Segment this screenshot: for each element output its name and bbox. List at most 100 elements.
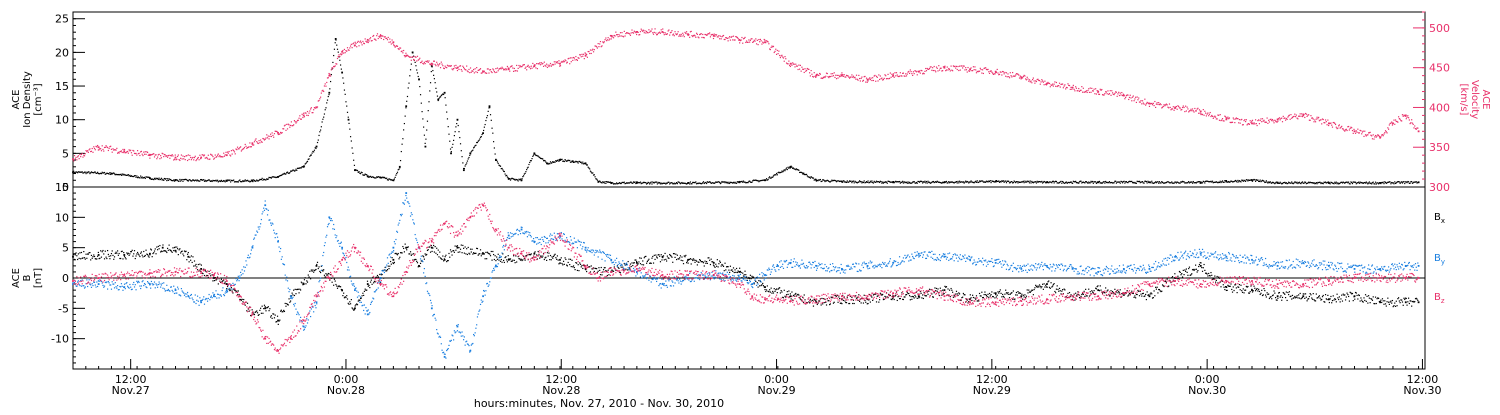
- data-point: [884, 78, 885, 79]
- data-point: [624, 31, 625, 32]
- data-point: [1030, 81, 1031, 82]
- data-point: [468, 157, 469, 158]
- data-point: [1004, 72, 1005, 73]
- data-point: [443, 260, 444, 261]
- data-point: [613, 271, 614, 272]
- data-point: [573, 265, 574, 266]
- data-point: [1390, 123, 1391, 124]
- data-point: [1302, 181, 1303, 182]
- data-point: [630, 35, 631, 36]
- data-point: [792, 62, 793, 63]
- data-point: [562, 264, 563, 265]
- data-point: [245, 144, 246, 145]
- data-point: [501, 168, 502, 169]
- data-point: [591, 265, 592, 266]
- data-point: [1097, 90, 1098, 91]
- data-point: [1393, 122, 1394, 123]
- data-point: [425, 63, 426, 64]
- data-point: [494, 147, 495, 148]
- data-point: [610, 182, 611, 183]
- data-point: [1115, 181, 1116, 182]
- data-point: [1285, 120, 1286, 121]
- data-point: [874, 75, 875, 76]
- data-point: [1187, 108, 1188, 109]
- data-point: [485, 120, 486, 121]
- data-point: [724, 270, 725, 271]
- data-point: [435, 64, 436, 65]
- data-point: [970, 181, 971, 182]
- data-point: [207, 158, 208, 159]
- data-point: [587, 265, 588, 266]
- data-point: [1262, 118, 1263, 119]
- data-point: [451, 251, 452, 252]
- data-point: [502, 169, 503, 170]
- tick-label: 10: [55, 114, 69, 127]
- data-point: [671, 182, 672, 183]
- data-point: [504, 262, 505, 263]
- data-point: [410, 56, 411, 57]
- data-point: [432, 63, 433, 64]
- data-point: [452, 69, 453, 70]
- data-point: [362, 293, 363, 294]
- data-point: [982, 69, 983, 70]
- data-point: [416, 261, 417, 262]
- data-point: [390, 261, 391, 262]
- data-point: [335, 280, 336, 281]
- data-point: [429, 246, 430, 247]
- data-point: [655, 254, 656, 255]
- data-point: [420, 94, 421, 95]
- data-point: [700, 260, 701, 261]
- data-point: [353, 160, 354, 161]
- data-point: [359, 300, 360, 301]
- data-point: [907, 181, 908, 182]
- data-point: [412, 52, 413, 53]
- data-point: [768, 43, 769, 44]
- data-point: [490, 255, 491, 256]
- data-point: [1053, 85, 1054, 86]
- data-point: [450, 152, 452, 154]
- data-point: [697, 264, 698, 265]
- data-point: [424, 135, 425, 136]
- data-point: [1029, 182, 1030, 183]
- data-point: [1104, 183, 1105, 184]
- data-point: [415, 259, 416, 260]
- data-point: [347, 47, 348, 48]
- data-point: [673, 34, 674, 35]
- data-point: [791, 167, 792, 168]
- data-point: [1054, 84, 1055, 85]
- data-point: [1316, 118, 1317, 119]
- data-point: [364, 291, 365, 292]
- data-point: [94, 148, 95, 149]
- data-point: [405, 247, 406, 248]
- data-point: [1300, 113, 1301, 114]
- data-point: [956, 66, 957, 67]
- data-point: [641, 258, 642, 259]
- data-point: [144, 177, 145, 178]
- data-point: [410, 251, 411, 252]
- data-point: [1240, 123, 1241, 124]
- data-point: [1116, 183, 1117, 184]
- data-point: [804, 299, 805, 300]
- data-point: [417, 262, 418, 263]
- data-point: [1194, 108, 1195, 109]
- data-point: [663, 255, 664, 256]
- data-point: [459, 251, 460, 252]
- data-point: [842, 74, 843, 75]
- data-point: [339, 60, 340, 61]
- data-point: [124, 149, 125, 150]
- data-point: [733, 36, 734, 37]
- data-point: [766, 178, 767, 179]
- data-point: [842, 182, 843, 183]
- data-point: [600, 41, 601, 42]
- data-point: [867, 303, 868, 304]
- data-point: [629, 33, 630, 34]
- data-point: [491, 128, 492, 129]
- data-point: [1394, 181, 1395, 182]
- data-point: [565, 257, 566, 258]
- data-point: [869, 182, 870, 183]
- data-point: [447, 118, 448, 119]
- data-point: [594, 49, 595, 50]
- data-point: [82, 171, 83, 172]
- data-point: [1024, 182, 1025, 183]
